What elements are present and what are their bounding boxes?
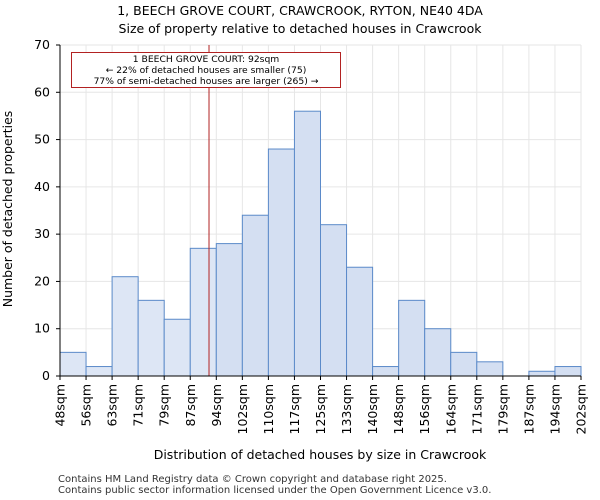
histogram-bar: [241, 214, 269, 377]
y-tick-label: 50: [34, 132, 50, 147]
x-tick-label: 164sqm: [443, 384, 458, 434]
x-tick-label: 202sqm: [574, 384, 589, 434]
y-tick-label: 70: [34, 37, 50, 52]
histogram-bar: [215, 243, 243, 377]
annotation-line-larger: 77% of semi-detached houses are larger (…: [93, 76, 319, 87]
x-tick-label: 87sqm: [183, 384, 198, 427]
histogram-bar: [111, 276, 139, 377]
annotation-box: 1 BEECH GROVE COURT: 92sqm ← 22% of deta…: [71, 52, 341, 88]
y-tick-label: 40: [34, 179, 50, 194]
bars: [59, 110, 582, 377]
y-tick-label: 20: [34, 273, 50, 288]
x-tick-label: 125sqm: [313, 384, 328, 434]
y-tick-label: 60: [34, 84, 50, 99]
histogram-bar: [398, 299, 426, 377]
x-tick-label: 156sqm: [417, 384, 432, 434]
x-tick-label: 179sqm: [495, 384, 510, 434]
histogram-bar: [137, 299, 165, 377]
x-tick-label: 140sqm: [365, 384, 380, 434]
x-axis-label: Distribution of detached houses by size …: [154, 447, 487, 462]
histogram-bar: [59, 351, 87, 377]
histogram-bar: [476, 361, 504, 377]
histogram-bar: [372, 366, 400, 377]
histogram-bar: [424, 328, 452, 377]
histogram-bar: [450, 351, 478, 377]
y-tick-label: 0: [42, 368, 50, 383]
histogram-bar: [163, 318, 191, 377]
x-tick-label: 133sqm: [339, 384, 354, 434]
x-tick-label: 110sqm: [261, 384, 276, 434]
title-address: 1, BEECH GROVE COURT, CRAWCROOK, RYTON, …: [117, 3, 483, 18]
histogram-bar: [528, 370, 556, 377]
x-tick-label: 63sqm: [105, 384, 120, 427]
histogram-bar: [346, 266, 374, 377]
histogram-bar: [189, 247, 217, 377]
x-tick-label: 48sqm: [53, 384, 68, 427]
x-tick-label: 187sqm: [521, 384, 536, 434]
x-tick-label: 194sqm: [547, 384, 562, 434]
chart-title: 1, BEECH GROVE COURT, CRAWCROOK, RYTON, …: [0, 2, 600, 38]
gridlines: [59, 44, 582, 377]
title-subtitle: Size of property relative to detached ho…: [118, 21, 482, 36]
histogram-bar: [85, 366, 113, 377]
x-tick-label: 56sqm: [79, 384, 94, 427]
annotation-line-property: 1 BEECH GROVE COURT: 92sqm: [132, 54, 280, 65]
x-tick-label: 148sqm: [391, 384, 406, 434]
x-tick-label: 117sqm: [287, 384, 302, 434]
x-tick-label: 171sqm: [469, 384, 484, 434]
histogram-bar: [267, 148, 295, 377]
x-tick-label: 102sqm: [235, 384, 250, 434]
x-tick-label: 94sqm: [209, 384, 224, 427]
annotation-line-smaller: ← 22% of detached houses are smaller (75…: [105, 65, 307, 76]
y-tick-label: 30: [34, 226, 50, 241]
x-tick-label: 71sqm: [131, 384, 146, 427]
axes: 0 10 20 30 40 50 60 70 48sqm 56sqm 63sqm 71sqm 79sqm…: [34, 37, 588, 434]
histogram-bar: [320, 224, 348, 377]
y-axis-label: Number of detached properties: [0, 111, 15, 308]
footer-credits: Contains HM Land Registry data © Crown c…: [58, 474, 491, 496]
y-tick-label: 10: [34, 321, 50, 336]
footer-line-2: Contains public sector information licen…: [58, 485, 492, 496]
footer-line-1: Contains HM Land Registry data © Crown c…: [58, 474, 447, 485]
x-tick-label: 79sqm: [157, 384, 172, 427]
histogram-bar: [293, 110, 322, 377]
histogram-bar: [554, 366, 582, 377]
